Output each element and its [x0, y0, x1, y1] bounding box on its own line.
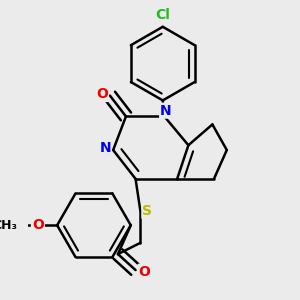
Text: O: O: [96, 87, 108, 101]
Text: CH₃: CH₃: [0, 219, 17, 232]
Text: N: N: [99, 141, 111, 155]
Text: Cl: Cl: [155, 8, 170, 22]
Text: O: O: [32, 218, 44, 232]
Text: S: S: [142, 204, 152, 218]
Text: N: N: [160, 104, 172, 118]
Text: O: O: [139, 265, 151, 279]
